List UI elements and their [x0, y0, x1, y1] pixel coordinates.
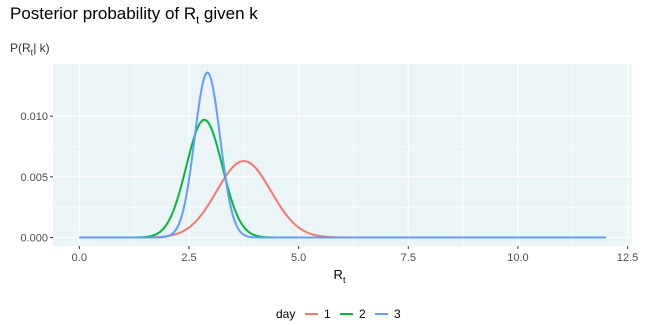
legend-label-day-1: 1: [324, 307, 331, 321]
legend-label-day-2: 2: [359, 307, 366, 321]
legend-label-day-3: 3: [394, 307, 401, 321]
y-axis: 0.000 0.005 0.010: [20, 111, 53, 245]
y-tick-label: 0.000: [20, 233, 48, 245]
x-tick-label: 12.5: [617, 252, 638, 264]
y-tick-label: 0.010: [20, 111, 48, 123]
minor-gridlines: [53, 64, 632, 246]
x-tick-label: 2.5: [181, 252, 196, 264]
y-tick-label: 0.005: [20, 172, 48, 184]
chart-title: Posterior probability of Rt given k: [10, 4, 258, 27]
chart-subtitle: P(Rt| k): [10, 41, 50, 58]
x-axis: 0.0 2.5 5.0 7.5 10.0 12.5: [72, 246, 638, 264]
plot-panel: [53, 64, 632, 246]
legend: day 1 2 3: [276, 307, 401, 321]
x-tick-label: 10.0: [507, 252, 528, 264]
x-axis-title: Rt: [334, 267, 346, 285]
series-lines: [79, 71, 606, 239]
legend-title: day: [276, 307, 295, 321]
x-tick-label: 0.0: [72, 252, 87, 264]
x-tick-label: 5.0: [291, 252, 306, 264]
x-tick-label: 7.5: [401, 252, 416, 264]
series-line-day-3: [79, 71, 606, 239]
